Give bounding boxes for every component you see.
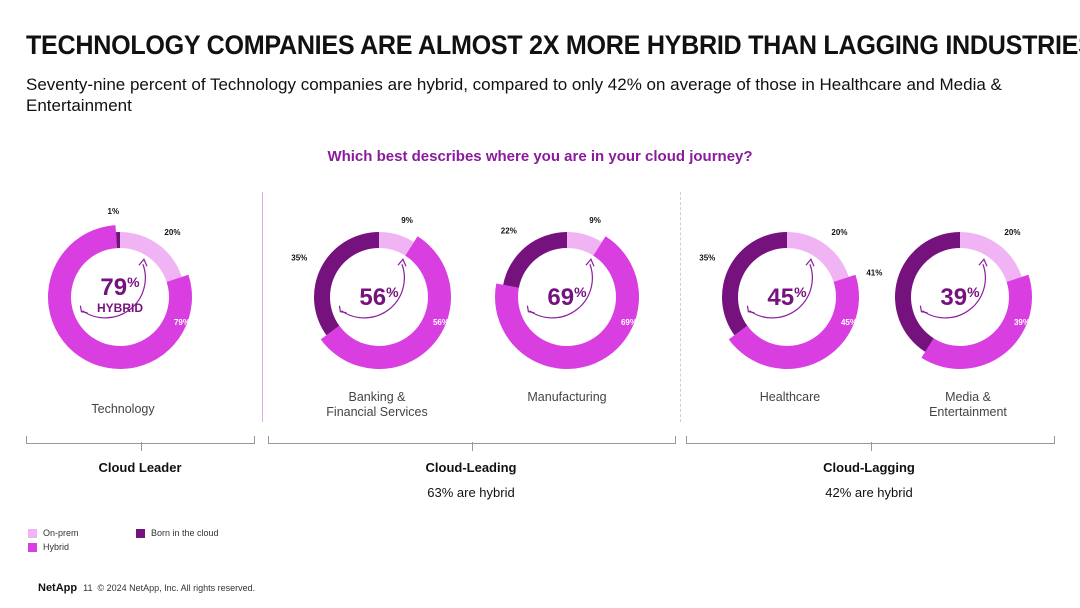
cycle-arrowhead (746, 305, 755, 314)
cycle-arrowhead (338, 305, 347, 314)
donut-media-entertainment: 39% 20% 41% 39% (866, 228, 1033, 370)
footer-copyright: © 2024 NetApp, Inc. All rights reserved. (97, 583, 256, 593)
category-banking: Banking & Financial Services (297, 390, 457, 420)
data-label-on-prem: 20% (1004, 228, 1020, 237)
cycle-arrow (922, 264, 986, 319)
data-label-hybrid: 56% (433, 318, 449, 327)
cycle-arrowhead (397, 258, 407, 267)
bracket-cloud-leader (26, 436, 255, 451)
cycle-arrow (341, 264, 405, 319)
data-label-on-prem: 9% (401, 216, 413, 225)
donut-manufacturing: 69% 9% 22% 69% (495, 216, 640, 370)
legend-swatch-hybrid (28, 543, 37, 553)
slice-hybrid (320, 236, 451, 369)
category-manufacturing: Manufacturing (527, 390, 607, 404)
slide-title: TECHNOLOGY COMPANIES ARE ALMOST 2X MORE … (26, 30, 1080, 60)
category-media-line1: Media & (945, 390, 991, 404)
center-value: 45% (767, 284, 807, 311)
data-label-born-in-cloud: 1% (108, 207, 120, 216)
legend-swatch-born (136, 529, 145, 539)
group-divider-dashed (680, 192, 681, 422)
group-sub-leading: 63% are hybrid (427, 485, 515, 500)
group-divider-solid (262, 192, 263, 422)
donut-banking-financial-services: 56% 9% 35% 56% (291, 216, 451, 369)
data-label-born-in-cloud: 41% (866, 268, 882, 277)
center-label: HYBRID (97, 301, 143, 315)
slice-on-prem (567, 232, 602, 256)
slice-on-prem (787, 232, 849, 282)
category-media-line2: Entertainment (929, 405, 1007, 419)
slice-born-in-cloud (314, 232, 379, 336)
cycle-arrowhead (79, 305, 88, 314)
slice-on-prem (120, 232, 182, 282)
group-sub-lagging: 42% are hybrid (825, 485, 913, 500)
legend-item-hybrid: Hybrid (28, 542, 70, 553)
slice-on-prem (960, 232, 1022, 282)
slice-born-in-cloud (722, 232, 787, 336)
cycle-arrow (82, 264, 146, 319)
data-label-hybrid: 69% (621, 318, 637, 327)
cycle-arrowhead (526, 305, 535, 314)
chart-question: Which best describes where you are in yo… (327, 148, 753, 165)
slice-hybrid (921, 274, 1033, 370)
legend-swatch-on-prem (28, 529, 37, 539)
data-label-hybrid: 45% (841, 318, 857, 327)
category-banking-line1: Banking & (348, 390, 406, 404)
slice-born-in-cloud (503, 232, 567, 288)
group-label-lagging: Cloud-Lagging (823, 460, 915, 475)
footer-brand: NetApp (38, 582, 78, 594)
cycle-arrowhead (805, 258, 815, 267)
slice-hybrid (495, 236, 640, 370)
bracket-cloud-lagging (686, 436, 1055, 451)
category-technology: Technology (91, 402, 155, 416)
data-label-born-in-cloud: 22% (501, 227, 517, 236)
slice-born-in-cloud (895, 232, 960, 352)
legend-label-hybrid: Hybrid (43, 542, 70, 552)
center-value: 56% (359, 284, 399, 311)
cycle-arrowhead (919, 305, 928, 314)
center-value: 39% (940, 284, 980, 311)
data-label-on-prem: 9% (589, 216, 601, 225)
donut-healthcare: 45% 20% 35% 45% (699, 228, 859, 369)
center-value: 79% (100, 274, 140, 301)
cycle-arrowhead (978, 258, 988, 267)
data-label-hybrid: 39% (1014, 318, 1030, 327)
data-label-on-prem: 20% (164, 228, 180, 237)
cycle-arrow (749, 264, 813, 319)
center-value: 69% (547, 284, 587, 311)
data-label-on-prem: 20% (831, 228, 847, 237)
footer-page: 11 (83, 583, 93, 593)
slice-hybrid (728, 274, 859, 369)
category-banking-line2: Financial Services (326, 405, 428, 419)
legend-label-on-prem: On-prem (43, 528, 79, 538)
legend-item-on-prem: On-prem (28, 528, 79, 539)
data-label-born-in-cloud: 35% (291, 253, 307, 262)
slice-on-prem (379, 232, 414, 256)
slice-hybrid (48, 225, 193, 369)
data-label-hybrid: 79% (174, 318, 190, 327)
cycle-arrow (529, 264, 593, 319)
legend-label-born: Born in the cloud (151, 528, 219, 538)
slide-subtitle: Seventy-nine percent of Technology compa… (26, 75, 1002, 115)
cycle-arrowhead (138, 258, 148, 267)
cycle-arrowhead (585, 258, 595, 267)
group-label-leading: Cloud-Leading (425, 460, 517, 475)
bracket-cloud-leading (268, 436, 676, 451)
footer: NetApp 11 © 2024 NetApp, Inc. All rights … (38, 582, 255, 594)
category-healthcare: Healthcare (759, 390, 821, 404)
group-label-leader: Cloud Leader (98, 460, 182, 475)
category-media: Media & Entertainment (888, 390, 1048, 420)
slice-born-in-cloud (115, 232, 120, 249)
data-label-born-in-cloud: 35% (699, 253, 715, 262)
legend-item-born: Born in the cloud (136, 528, 219, 539)
